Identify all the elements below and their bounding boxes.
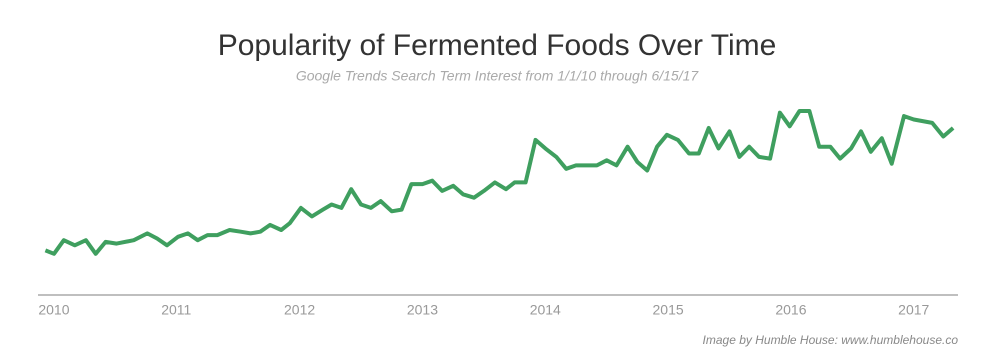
credit: Image by Humble House: www.humblehouse.c… bbox=[703, 333, 959, 347]
x-tick-label: 2012 bbox=[284, 302, 315, 318]
chart-title: Popularity of Fermented Foods Over Time bbox=[218, 29, 777, 62]
x-tick-label: 2016 bbox=[775, 302, 806, 318]
x-tick-label: 2011 bbox=[161, 302, 191, 318]
x-tick-label: 2017 bbox=[898, 302, 929, 318]
x-tick-label: 2010 bbox=[38, 302, 69, 318]
line bbox=[44, 109, 955, 256]
x-tick-label: 2013 bbox=[407, 302, 438, 318]
x-tick-label: 2015 bbox=[653, 302, 684, 318]
chart-subtitle: Google Trends Search Term Interest from … bbox=[296, 68, 700, 84]
x-tick-label: 2014 bbox=[530, 302, 561, 318]
